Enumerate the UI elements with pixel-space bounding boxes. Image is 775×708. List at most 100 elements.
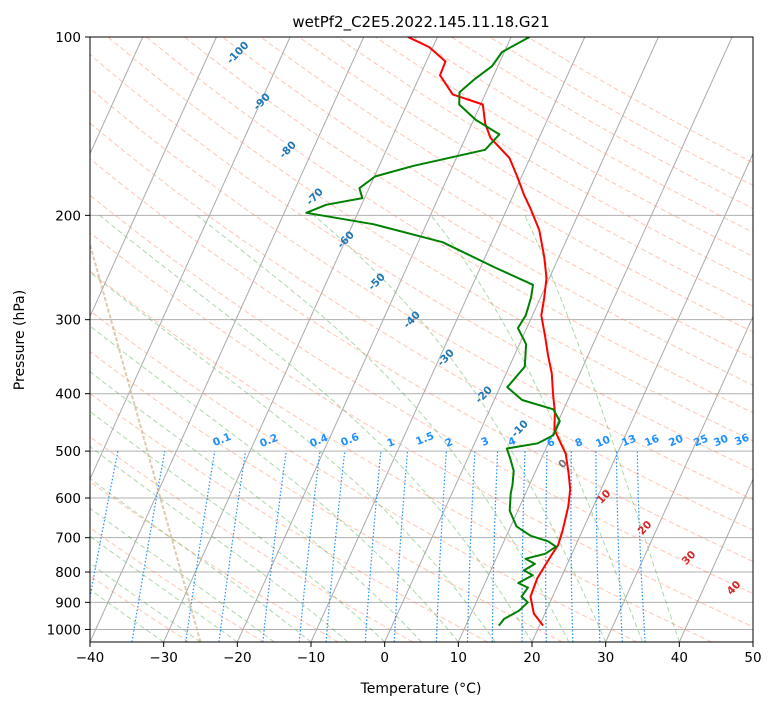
y-tick-label: 500 — [55, 444, 81, 460]
mixing-ratio-line — [466, 451, 476, 642]
dry-adiabat — [298, 37, 753, 307]
moist-adiabat — [90, 325, 459, 642]
isotherm — [90, 37, 144, 155]
isotherm — [531, 152, 753, 642]
mixing-ratio-line — [570, 451, 574, 642]
mixing-ratio-line — [545, 451, 548, 642]
mixing-ratio-line — [521, 451, 526, 642]
y-tick-label: 1000 — [47, 622, 81, 638]
x-axis-label: Temperature (°C) — [360, 681, 482, 697]
isotherm — [457, 37, 733, 642]
x-tick-label: −10 — [297, 650, 326, 666]
y-tick-label: 300 — [55, 313, 81, 329]
mixing-ratio-label: 3 — [479, 435, 490, 449]
dry-adiabat — [90, 350, 563, 642]
moist-adiabat — [90, 410, 386, 642]
mixing-ratio-label: 10 — [594, 434, 612, 451]
mixing-ratio-label: 20 — [667, 433, 685, 450]
mixing-ratio-line — [131, 450, 166, 642]
mixing-ratio-line — [393, 451, 409, 642]
x-tick-label: 10 — [450, 650, 467, 666]
mixing-ratio-label: 6 — [545, 436, 556, 450]
y-tick-label: 100 — [55, 30, 81, 46]
dry-adiabat — [146, 37, 753, 414]
mixing-ratio-line — [636, 451, 646, 642]
y-tick-label: 400 — [55, 387, 81, 403]
isotherm — [90, 37, 291, 481]
dry-adiabat — [90, 232, 753, 628]
mixing-ratio-line — [218, 451, 247, 642]
y-axis-label: Pressure (hPa) — [12, 290, 28, 390]
dry-adiabat — [90, 310, 638, 642]
mixing-ratio-line — [325, 451, 346, 642]
x-tick-label: −20 — [223, 650, 252, 666]
x-tick-label: −40 — [76, 650, 105, 666]
isotherm — [163, 37, 438, 642]
moist-adiabat — [313, 214, 607, 642]
mixing-ratio-line — [615, 451, 623, 642]
mixing-ratio-lines — [90, 450, 646, 642]
moist-adiabat — [90, 562, 201, 642]
mixing-ratio-line — [262, 451, 287, 642]
isotherm — [90, 37, 217, 318]
moist-adiabat — [524, 215, 680, 642]
isotherm — [678, 477, 753, 642]
dry-adiabat — [90, 158, 753, 563]
dry-adiabat — [413, 37, 753, 233]
mixing-ratio-line — [435, 451, 447, 642]
mixing-ratio-label: 1 — [385, 436, 396, 450]
mixing-ratio-label: 30 — [712, 433, 730, 450]
moist-adiabat — [90, 589, 164, 642]
mixing-ratio-label: 16 — [643, 433, 661, 450]
mixing-ratio-line — [185, 450, 216, 642]
chart-title: wetPf2_C2E5.2022.145.11.18.G21 — [292, 13, 549, 32]
moist-adiabat — [99, 214, 533, 642]
dry-adiabat — [451, 37, 753, 210]
x-tick-label: 50 — [744, 650, 761, 666]
y-tick-label: 900 — [55, 595, 81, 611]
mixing-ratio-label: 2 — [443, 436, 454, 450]
plot-frame — [89, 36, 754, 643]
moist-adiabat — [90, 371, 422, 642]
y-tick-label: 200 — [55, 208, 81, 224]
mixing-ratio-label: 13 — [620, 433, 638, 450]
mixing-ratio-line — [491, 451, 499, 642]
isotherm — [605, 315, 753, 642]
mixing-ratio-label: 36 — [733, 432, 751, 449]
dry-adiabat — [222, 37, 753, 359]
dry-adiabat — [527, 37, 753, 164]
dry-adiabat — [90, 194, 753, 595]
ice-curve — [90, 241, 202, 642]
dry-adiabat — [336, 37, 753, 282]
dry-adiabat — [184, 37, 753, 386]
y-tick-label: 600 — [55, 491, 81, 507]
mixing-ratio-label: 4 — [506, 435, 517, 449]
mixing-ratio-line — [298, 451, 321, 642]
mixing-ratio-line — [364, 451, 382, 642]
y-tick-label: 800 — [55, 565, 81, 581]
ice-curve-line — [90, 241, 202, 642]
y-axis-ticks: 100 200 300 400 500 600 700 800 900 1000 — [47, 30, 90, 638]
x-tick-label: −30 — [149, 650, 178, 666]
moist-adiabat — [430, 214, 643, 642]
x-tick-label: 20 — [523, 650, 540, 666]
isotherm — [90, 37, 365, 642]
moist-adiabat — [90, 446, 349, 642]
x-tick-label: 0 — [380, 650, 389, 666]
mixing-ratio-label: 25 — [692, 433, 710, 450]
temperature-line — [407, 37, 572, 627]
isotherm — [310, 37, 586, 642]
moist-adiabat — [90, 477, 312, 642]
isotherm — [236, 37, 512, 642]
dry-adiabat — [90, 392, 488, 642]
isotherms — [90, 37, 753, 642]
mixing-ratio-labels: 0.1 0.2 0.4 0.6 1 1.5 2 3 4 6 8 10 13 16 20 25 30 36 — [211, 430, 751, 450]
x-axis-ticks: −40 −30 −20 −10 0 10 20 30 40 50 — [76, 642, 762, 666]
x-tick-label: 40 — [671, 650, 688, 666]
dry-adiabat — [90, 270, 712, 642]
x-tick-label: 30 — [597, 650, 614, 666]
dry-adiabat — [107, 37, 753, 442]
mixing-ratio-line — [90, 450, 119, 601]
moist-adiabat — [90, 271, 496, 642]
